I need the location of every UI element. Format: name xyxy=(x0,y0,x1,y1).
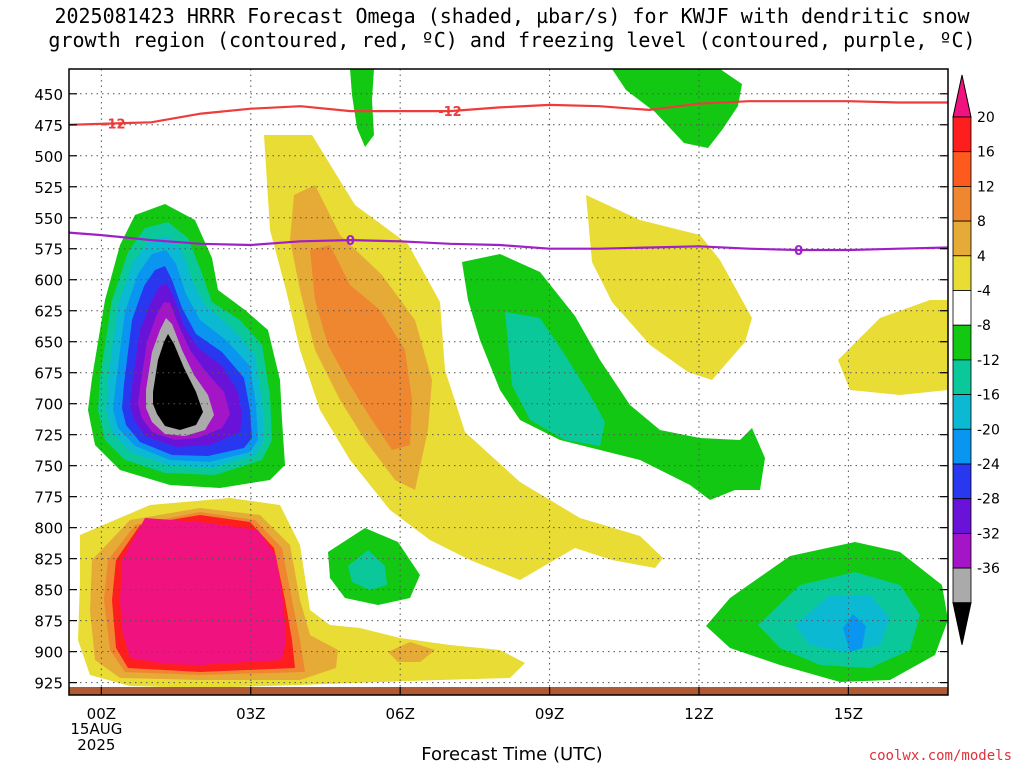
colorbar-swatch xyxy=(952,220,972,257)
plot-frame xyxy=(68,68,949,696)
pressure-axis: 450 475 500 525 550 575 600 625 650 675 700 725 750 7… xyxy=(34,86,948,693)
colorbar-swatch xyxy=(952,463,972,500)
pressure-tick-label: 775 xyxy=(34,489,63,507)
colorbar-swatch xyxy=(952,359,972,395)
colorbar-label: -36 xyxy=(977,561,1000,577)
omega-region-magenta-low-level xyxy=(120,518,286,665)
pressure-tick-label: 550 xyxy=(34,210,63,228)
colorbar-label: 16 xyxy=(977,145,995,161)
snow-growth-contour-label: -12 xyxy=(438,105,462,120)
omega-region-yellow-1600z xyxy=(838,300,948,395)
pressure-tick-label: 575 xyxy=(34,241,63,259)
colorbar-top-triangle xyxy=(952,74,972,118)
colorbar-swatch xyxy=(952,255,972,291)
colorbar-bottom-triangle xyxy=(952,602,972,645)
credit-link[interactable]: coolwx.com/models xyxy=(868,748,1012,764)
omega-region-yellow-1000z xyxy=(586,195,752,380)
omega-region-teal-0500z xyxy=(348,550,387,590)
colorbar-label: -16 xyxy=(977,388,1000,404)
colorbar-swatch xyxy=(952,324,972,361)
time-tick-label: 09Z xyxy=(535,705,564,723)
pressure-tick-label: 675 xyxy=(34,365,63,383)
colorbar: 20 16 12 8 4 -4 -8 -12 -16 -20 -24 -28 -32 -36 xyxy=(952,74,1000,645)
pressure-tick-label: 925 xyxy=(34,675,63,693)
colorbar-label: -20 xyxy=(977,422,1000,438)
x-axis-label: Forecast Time (UTC) xyxy=(421,744,603,765)
time-tick-label: 12Z xyxy=(684,705,713,723)
date-label: 15AUG xyxy=(70,720,122,738)
chart-title: 2025081423 HRRR Forecast Omega (shaded, … xyxy=(48,4,976,52)
colorbar-label: -32 xyxy=(977,526,1000,542)
omega-region-teal-0800z xyxy=(505,312,605,446)
colorbar-swatch xyxy=(952,533,972,569)
colorbar-label: 4 xyxy=(977,249,986,265)
colorbar-swatch xyxy=(952,428,972,465)
grid-lines xyxy=(69,69,948,695)
colorbar-swatch xyxy=(952,498,972,534)
colorbar-label: -12 xyxy=(977,353,1000,369)
pressure-tick-label: 450 xyxy=(34,86,63,104)
time-tick-label: 03Z xyxy=(236,705,265,723)
snow-growth-contour xyxy=(68,100,948,126)
colorbar-swatch xyxy=(952,394,972,430)
colorbar-label: 8 xyxy=(977,214,986,230)
colorbar-label: 12 xyxy=(977,179,995,195)
pressure-tick-label: 825 xyxy=(34,551,63,569)
time-tick-label: 15Z xyxy=(834,705,863,723)
pressure-tick-label: 850 xyxy=(34,582,63,600)
year-label: 2025 xyxy=(77,736,115,754)
time-tick-label: 00Z xyxy=(87,705,116,723)
time-tick-label: 06Z xyxy=(385,705,414,723)
omega-region-yellow-diagonal xyxy=(264,135,663,580)
pressure-tick-label: 600 xyxy=(34,272,63,290)
pressure-tick-label: 625 xyxy=(34,303,63,321)
pressure-tick-label: 900 xyxy=(34,644,63,662)
omega-region-cyan-1500z xyxy=(795,595,890,652)
omega-region-black-0100z xyxy=(153,334,203,430)
colorbar-swatch xyxy=(952,116,972,153)
pressure-tick-label: 650 xyxy=(34,334,63,352)
omega-region-green-upper-0500 xyxy=(350,69,374,147)
colorbar-label: -24 xyxy=(977,457,1000,473)
freezing-level-contour-label: 0 xyxy=(346,234,355,249)
pressure-tick-label: 500 xyxy=(34,148,63,166)
freezing-level-contour xyxy=(68,231,949,252)
colorbar-label: -4 xyxy=(977,284,991,300)
omega-region-green-0800z xyxy=(462,254,765,500)
colorbar-swatch xyxy=(952,290,972,326)
colorbar-swatch xyxy=(952,185,972,222)
terrain-strip xyxy=(69,687,948,695)
pressure-tick-label: 800 xyxy=(34,520,63,538)
pressure-tick-label: 700 xyxy=(34,396,63,414)
pressure-tick-label: 875 xyxy=(34,613,63,631)
colorbar-swatch xyxy=(952,151,972,187)
colorbar-label: 20 xyxy=(977,110,995,126)
snow-growth-contour-label: -12 xyxy=(102,117,126,132)
contours: -12 -12 0 0 xyxy=(68,100,949,259)
colorbar-label: -8 xyxy=(977,318,991,334)
pressure-tick-label: 475 xyxy=(34,117,63,135)
colorbar-label: -28 xyxy=(977,492,1000,508)
pressure-tick-label: 525 xyxy=(34,179,63,197)
pressure-tick-label: 725 xyxy=(34,427,63,445)
freezing-level-contour-label: 0 xyxy=(794,244,803,259)
omega-region-orange-diagonal-inner xyxy=(310,245,412,450)
colorbar-swatch xyxy=(952,567,972,604)
pressure-tick-label: 750 xyxy=(34,458,63,476)
omega-region-green-upper-1200 xyxy=(612,69,742,148)
